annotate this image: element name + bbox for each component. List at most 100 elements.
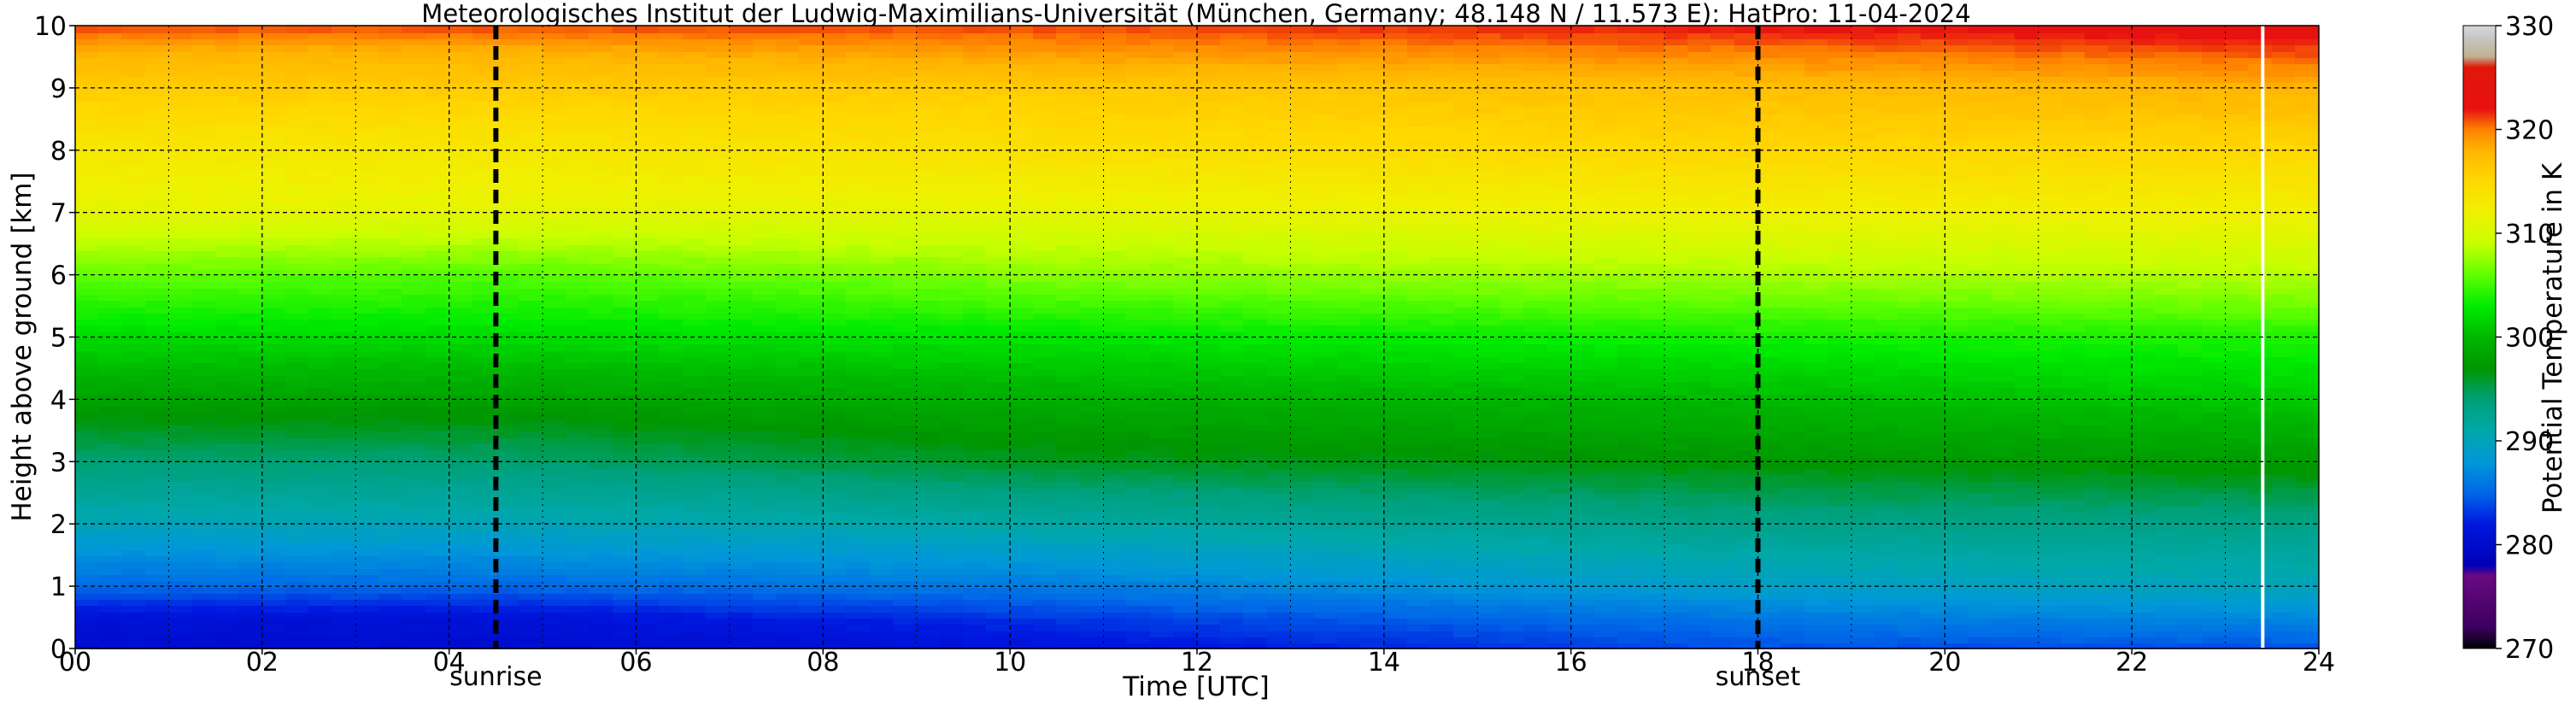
heatmap-cell xyxy=(589,44,614,52)
heatmap-cell xyxy=(378,324,403,332)
heatmap-cell xyxy=(355,231,380,238)
heatmap-cell xyxy=(963,150,988,158)
heatmap-cell xyxy=(1220,524,1245,531)
heatmap-cell xyxy=(332,611,357,619)
heatmap-cell xyxy=(963,455,988,463)
heatmap-cell xyxy=(75,318,100,326)
heatmap-cell xyxy=(729,268,754,276)
heatmap-cell xyxy=(776,26,801,33)
heatmap-cell xyxy=(613,623,637,631)
heatmap-cell xyxy=(472,318,497,326)
heatmap-cell xyxy=(191,536,217,544)
heatmap-cell xyxy=(1103,367,1128,376)
heatmap-cell xyxy=(75,393,100,401)
heatmap-cell xyxy=(1197,293,1222,301)
heatmap-cell xyxy=(940,100,965,108)
heatmap-cell xyxy=(659,243,684,251)
heatmap-cell xyxy=(823,623,848,631)
heatmap-cell xyxy=(1033,69,1058,77)
heatmap-cell xyxy=(98,225,123,232)
heatmap-cell xyxy=(1173,237,1198,245)
heatmap-cell xyxy=(308,543,333,550)
heatmap-cell xyxy=(332,343,357,351)
heatmap-cell xyxy=(799,318,824,326)
heatmap-cell xyxy=(1056,449,1082,457)
heatmap-cell xyxy=(191,69,217,77)
heatmap-cell xyxy=(846,162,871,170)
heatmap-cell xyxy=(1173,405,1198,413)
heatmap-cell xyxy=(870,623,895,631)
heatmap-cell xyxy=(940,524,965,531)
heatmap-cell xyxy=(1056,87,1082,96)
heatmap-cell xyxy=(613,405,637,413)
heatmap-cell xyxy=(121,549,147,556)
heatmap-cell xyxy=(285,255,310,264)
heatmap-cell xyxy=(98,473,123,482)
heatmap-cell xyxy=(870,162,895,170)
heatmap-cell xyxy=(215,349,240,357)
heatmap-cell xyxy=(729,94,754,102)
heatmap-cell xyxy=(1220,480,1245,488)
heatmap-cell xyxy=(168,274,193,282)
heatmap-cell xyxy=(308,299,333,308)
heatmap-cell xyxy=(1033,449,1058,457)
heatmap-cell xyxy=(285,636,310,643)
heatmap-cell xyxy=(496,380,520,388)
heatmap-cell xyxy=(916,511,942,519)
heatmap-cell xyxy=(1103,280,1128,289)
heatmap-cell xyxy=(799,156,824,164)
heatmap-cell xyxy=(425,337,450,344)
heatmap-cell xyxy=(986,274,1012,282)
heatmap-cell xyxy=(659,598,684,606)
heatmap-cell xyxy=(425,492,450,501)
heatmap-cell xyxy=(308,349,333,357)
heatmap-cell xyxy=(425,418,450,425)
heatmap-cell xyxy=(916,443,942,450)
heatmap-cell xyxy=(238,604,263,613)
heatmap-cell xyxy=(261,505,287,513)
heatmap-cell xyxy=(1103,324,1128,332)
heatmap-cell xyxy=(1197,380,1222,388)
heatmap-cell xyxy=(659,374,684,382)
heatmap-cell xyxy=(753,411,777,419)
heatmap-cell xyxy=(659,144,684,151)
heatmap-cell xyxy=(1080,312,1105,320)
heatmap-cell xyxy=(683,87,707,96)
heatmap-cell xyxy=(1173,486,1198,494)
heatmap-cell xyxy=(846,499,871,507)
heatmap-cell xyxy=(613,473,637,482)
heatmap-cell xyxy=(1126,225,1152,232)
heatmap-cell xyxy=(916,50,942,58)
heatmap-cell xyxy=(285,50,310,58)
heatmap-cell xyxy=(285,231,310,238)
heatmap-cell xyxy=(98,168,123,176)
heatmap-cell xyxy=(332,554,357,562)
heatmap-cell xyxy=(1056,50,1082,58)
heatmap-cell xyxy=(238,50,263,58)
heatmap-cell xyxy=(1056,374,1082,382)
heatmap-cell xyxy=(916,100,942,108)
heatmap-cell xyxy=(285,611,310,619)
heatmap-cell xyxy=(659,26,684,33)
heatmap-cell xyxy=(519,611,544,619)
heatmap-cell xyxy=(776,560,801,569)
heatmap-cell xyxy=(963,536,988,544)
heatmap-cell xyxy=(449,113,474,120)
heatmap-cell xyxy=(846,32,871,39)
heatmap-cell xyxy=(75,630,100,637)
heatmap-cell xyxy=(1173,343,1198,351)
heatmap-cell xyxy=(238,567,263,575)
heatmap-cell xyxy=(589,150,614,158)
heatmap-cell xyxy=(1056,349,1082,357)
heatmap-cell xyxy=(1197,636,1222,643)
heatmap-cell xyxy=(145,517,170,525)
heatmap-cell xyxy=(191,380,217,388)
heatmap-cell xyxy=(846,324,871,332)
heatmap-cell xyxy=(519,598,544,606)
heatmap-cell xyxy=(261,274,287,282)
heatmap-cell xyxy=(75,156,100,164)
heatmap-cell xyxy=(355,212,380,220)
heatmap-cell xyxy=(753,598,777,606)
heatmap-cell xyxy=(402,374,427,382)
heatmap-cell xyxy=(776,455,801,463)
